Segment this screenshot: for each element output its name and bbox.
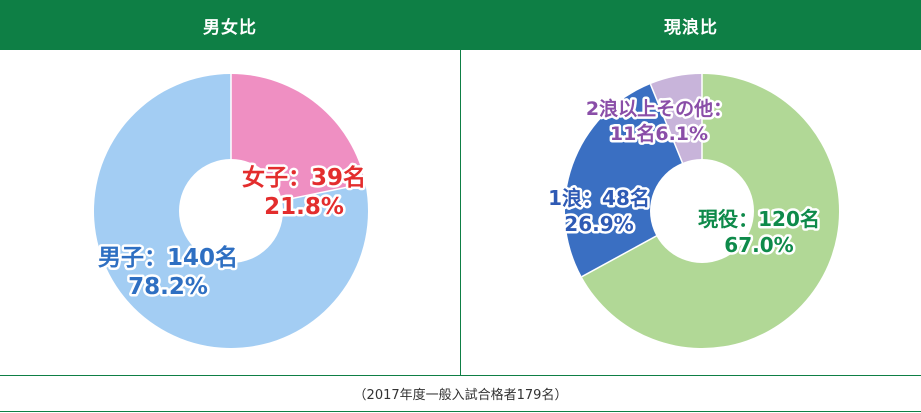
data-label-line: 67.0% — [724, 233, 793, 257]
gender-panel: 男女比 女子：39名 21.8% 男子：140名 78.2% — [0, 0, 460, 375]
donut-hole — [179, 159, 283, 263]
panel-divider — [460, 0, 461, 375]
status-donut-chart: 現役：120名 67.0% 1浪：48名 26.9% 2浪以上その他： 11名6.1% — [546, 74, 839, 348]
footer-note: （2017年度一般入試合格者179名） — [353, 388, 568, 403]
data-label-ronin1: 1浪：48名 26.9% — [548, 186, 650, 236]
gender-chart-title: 男女比 — [0, 0, 460, 50]
data-label-line: 11名6.1% — [610, 122, 708, 145]
data-label-line: 26.9% — [564, 212, 633, 236]
status-chart-title: 現浪比 — [461, 0, 921, 50]
data-label-ronin2plus: 2浪以上その他： 11名6.1% — [586, 97, 732, 145]
data-label-line: 女子：39名 — [242, 164, 366, 191]
data-label-female: 女子：39名 21.8% — [242, 164, 366, 220]
data-label-line: 現役：120名 — [698, 207, 820, 231]
data-label-current: 現役：120名 67.0% — [698, 207, 820, 257]
data-label-line: 2浪以上その他： — [586, 97, 732, 120]
data-label-line: 1浪：48名 — [548, 186, 650, 210]
data-label-male: 男子：140名 78.2% — [98, 244, 238, 300]
data-label-line: 男子：140名 — [98, 244, 238, 271]
status-panel: 現浪比 現役：120名 67.0% 1浪：48名 26.9% 2浪以上その他： 11名6.… — [461, 0, 921, 375]
data-label-line: 21.8% — [264, 194, 344, 220]
data-label-line: 78.2% — [128, 274, 208, 300]
footer-bottom-line — [0, 411, 921, 412]
gender-donut-chart: 女子：39名 21.8% 男子：140名 78.2% — [93, 74, 369, 349]
footer-top-line — [0, 375, 921, 376]
donut-hole — [650, 159, 754, 263]
